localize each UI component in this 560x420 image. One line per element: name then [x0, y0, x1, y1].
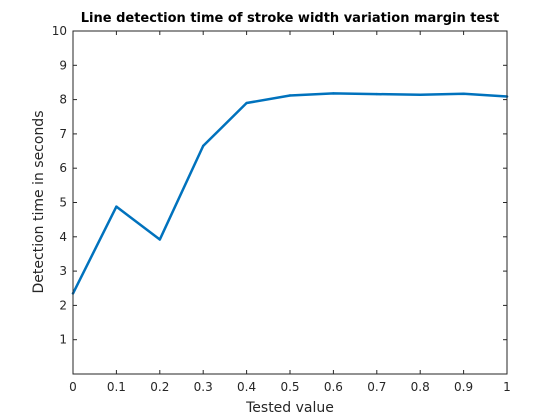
x-ticks: 0 0.1 0.2 0.3 0.4 0.5 0.6 0.7 0.8 0.9 1: [69, 31, 511, 394]
chart-title: Line detection time of stroke width vari…: [81, 11, 499, 26]
x-tick-label: 0.9: [454, 380, 473, 394]
plot-area: [73, 31, 507, 374]
y-tick-label: 6: [59, 161, 67, 175]
y-tick-label: 5: [59, 196, 67, 210]
x-tick-label: 0.2: [150, 380, 169, 394]
x-tick-label: 0.7: [367, 380, 386, 394]
data-point: [158, 238, 161, 241]
y-tick-label: 8: [59, 93, 67, 107]
y-tick-label: 2: [59, 298, 67, 312]
y-tick-label: 3: [59, 264, 67, 278]
y-tick-label: 10: [52, 24, 67, 38]
y-tick-label: 9: [59, 58, 67, 72]
y-axis-label: Detection time in seconds: [31, 111, 47, 294]
data-point: [419, 93, 422, 96]
x-tick-label: 0.3: [194, 380, 213, 394]
data-point: [245, 101, 248, 105]
y-tick-label: 1: [59, 333, 67, 347]
x-tick-label: 0.1: [107, 380, 126, 394]
data-point: [202, 144, 205, 148]
data-point: [375, 92, 378, 96]
y-tick-label: 7: [59, 127, 67, 141]
x-axis-label: Tested value: [245, 400, 334, 416]
x-tick-label: 0.5: [280, 380, 299, 394]
y-ticks: 1 2 3 4 5 6 7 8 9 10: [52, 24, 507, 347]
data-point: [288, 94, 292, 97]
x-tick-label: 1: [503, 380, 511, 394]
data-point: [332, 92, 335, 95]
x-tick-label: 0: [69, 380, 77, 394]
data-point: [462, 92, 465, 95]
x-tick-label: 0.4: [237, 380, 256, 394]
data-point: [115, 205, 118, 208]
y-tick-label: 4: [59, 230, 67, 244]
x-tick-label: 0.6: [324, 380, 343, 394]
x-tick-label: 0.8: [411, 380, 430, 394]
series-layer: [71, 92, 509, 295]
